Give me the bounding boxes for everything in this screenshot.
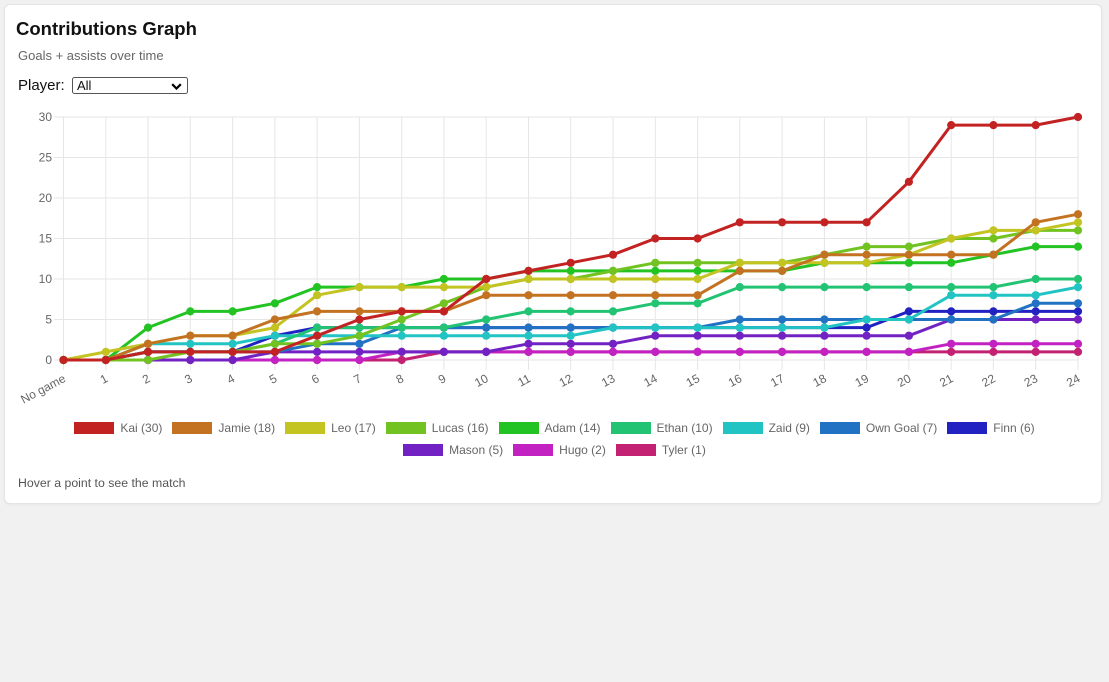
svg-text:1: 1: [98, 371, 111, 387]
svg-text:16: 16: [726, 371, 745, 390]
svg-text:13: 13: [599, 371, 618, 390]
svg-text:22: 22: [979, 371, 998, 390]
svg-text:7: 7: [351, 371, 364, 387]
svg-text:No game: No game: [18, 371, 68, 406]
svg-text:10: 10: [39, 272, 53, 286]
svg-text:5: 5: [45, 313, 52, 327]
svg-text:21: 21: [937, 371, 956, 390]
svg-text:10: 10: [472, 371, 491, 390]
svg-text:15: 15: [39, 232, 53, 246]
svg-text:8: 8: [394, 371, 407, 387]
svg-text:14: 14: [641, 371, 660, 390]
svg-text:18: 18: [810, 371, 829, 390]
svg-text:30: 30: [39, 110, 53, 124]
svg-text:4: 4: [225, 371, 238, 387]
svg-text:0: 0: [45, 353, 52, 367]
svg-text:2: 2: [140, 371, 153, 387]
svg-text:20: 20: [895, 371, 914, 390]
svg-text:17: 17: [768, 371, 787, 390]
svg-text:24: 24: [1064, 371, 1083, 390]
svg-text:12: 12: [557, 371, 576, 390]
svg-text:11: 11: [515, 371, 533, 389]
svg-text:5: 5: [267, 371, 280, 387]
svg-text:9: 9: [436, 371, 449, 387]
svg-text:20: 20: [39, 191, 53, 205]
svg-text:6: 6: [309, 371, 322, 387]
svg-text:23: 23: [1022, 371, 1041, 390]
svg-text:3: 3: [182, 371, 195, 387]
svg-text:25: 25: [39, 151, 53, 165]
svg-text:15: 15: [684, 371, 703, 390]
svg-text:19: 19: [853, 371, 872, 390]
